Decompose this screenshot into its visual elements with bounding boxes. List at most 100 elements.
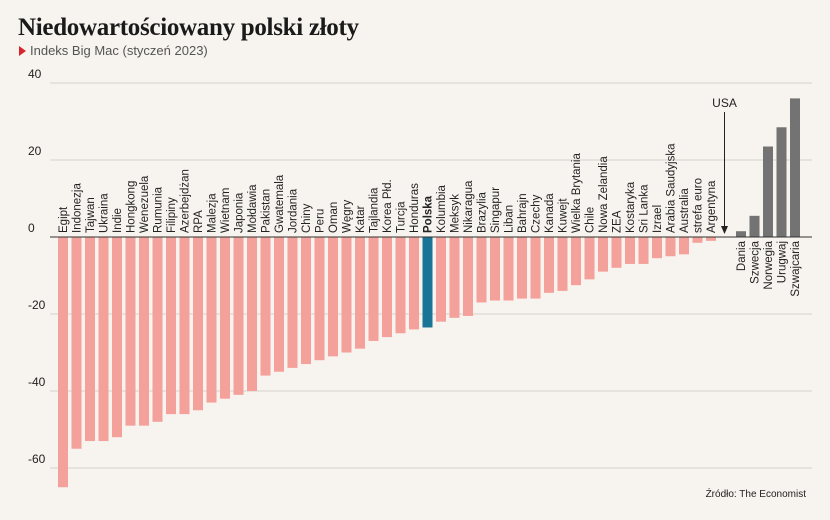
bar-jordania xyxy=(287,237,298,368)
category-label-chiny: Chiny xyxy=(301,203,313,233)
category-label-meksyk: Meksyk xyxy=(450,194,462,233)
bar-liban xyxy=(503,237,514,301)
category-label-nowa-zelandia: Nowa Zelandia xyxy=(598,156,610,233)
category-label-szwecja: Szwecja xyxy=(750,240,762,283)
category-label-zea: ZEA xyxy=(612,210,624,233)
bar-kostaryka xyxy=(625,237,635,264)
category-label-szwajcaria: Szwajcaria xyxy=(790,240,802,296)
bar-arabia-saudyjska xyxy=(665,237,676,257)
bar-indonezja xyxy=(71,237,82,449)
bar-ukraina xyxy=(98,237,109,442)
y-tick-label: 40 xyxy=(28,67,42,81)
bar-urugwaj xyxy=(776,127,787,237)
category-label-honduras: Honduras xyxy=(409,183,421,233)
category-label-ukraina: Ukraina xyxy=(99,193,111,233)
bar-nowa-zelandia xyxy=(598,237,608,272)
bar-wegry xyxy=(341,237,352,353)
bar-dania xyxy=(736,231,746,237)
y-tick-label: -60 xyxy=(28,452,46,466)
category-label-norwegia: Norwegia xyxy=(763,240,775,289)
bar-bahrajn xyxy=(517,237,527,299)
category-label-tajlandia: Tajlandia xyxy=(369,187,381,233)
bar-korea-pld xyxy=(382,237,392,338)
usa-arrowhead xyxy=(721,226,728,234)
category-label-bahrajn: Bahrajn xyxy=(517,193,529,233)
category-label-wenezuela: Wenezuela xyxy=(139,175,151,233)
annotation-usa: USA xyxy=(712,96,737,110)
category-label-kolumbia: Kolumbia xyxy=(436,184,448,233)
category-label-egipt: Egipt xyxy=(58,206,70,233)
category-label-oman: Oman xyxy=(328,202,340,233)
bar-hongkong xyxy=(125,237,136,426)
triangle-marker-icon xyxy=(19,45,26,56)
bar-strefa-euro xyxy=(692,237,703,243)
bar-japonia xyxy=(233,237,244,395)
category-label-liban: Liban xyxy=(504,205,516,233)
category-label-sri-lanka: Sri Lanka xyxy=(639,184,651,233)
category-label-rpa: RPA xyxy=(193,210,205,233)
chart-title: Niedowartościowany polski złoty xyxy=(18,14,359,41)
bar-polska xyxy=(422,237,433,328)
bar-rumunia xyxy=(152,237,163,422)
category-label-pakistan: Pakistan xyxy=(261,189,273,233)
category-label-kostaryka: Kostaryka xyxy=(625,181,637,233)
category-label-strefa-euro: strefa euro xyxy=(693,178,705,233)
category-label-moldawia: Mołdawia xyxy=(247,184,259,233)
bar-malezja xyxy=(206,237,217,403)
y-tick-label: -40 xyxy=(28,375,46,389)
bar-kolumbia xyxy=(436,237,446,322)
bar-turcja xyxy=(395,237,406,334)
bar-wietnam xyxy=(220,237,230,399)
bar-kuwejt xyxy=(557,237,568,291)
category-label-polska: Polska xyxy=(423,195,435,233)
bar-peru xyxy=(314,237,325,361)
category-label-singapur: Singapur xyxy=(490,187,502,233)
category-label-kuwejt: Kuwejt xyxy=(558,198,570,233)
bar-egipt xyxy=(58,237,68,488)
category-label-tajwan: Tajwan xyxy=(85,197,97,233)
bar-szwecja xyxy=(749,215,760,237)
category-label-korea-pld: Korea Płd. xyxy=(382,179,394,233)
category-label-nikaragua: Nikaragua xyxy=(463,180,475,233)
category-label-indie: Indie xyxy=(112,208,124,233)
category-label-australia: Australia xyxy=(679,188,691,233)
bar-azerbejdzan xyxy=(179,237,190,415)
bar-chiny xyxy=(301,237,311,365)
category-label-czechy: Czechy xyxy=(531,194,543,233)
bar-pakistan xyxy=(260,237,271,376)
bar-wenezuela xyxy=(139,237,149,426)
category-label-chile: Chile xyxy=(585,207,597,233)
category-label-hongkong: Hongkong xyxy=(126,181,138,233)
category-label-wielka-brytania: Wielka Brytania xyxy=(571,153,583,233)
bar-katar xyxy=(355,237,365,349)
category-label-rumunia: Rumunia xyxy=(153,186,165,233)
category-label-malezja: Malezja xyxy=(207,193,219,233)
bar-brazylia xyxy=(476,237,487,303)
bar-indie xyxy=(112,237,122,438)
category-label-wegry: Węgry xyxy=(342,200,354,233)
bar-sri-lanka xyxy=(638,237,649,264)
bar-singapur xyxy=(490,237,500,301)
category-label-peru: Peru xyxy=(315,209,327,233)
bar-kanada xyxy=(544,237,554,293)
bar-tajlandia xyxy=(368,237,379,341)
bar-izrael xyxy=(652,237,662,259)
bar-zea xyxy=(611,237,622,268)
chart-subtitle: Indeks Big Mac (styczeń 2023) xyxy=(30,43,208,58)
category-label-arabia-saudyjska: Arabia Saudyjska xyxy=(666,143,678,233)
category-label-gwatemala: Gwatemala xyxy=(274,174,286,233)
category-label-argentyna: Argentyna xyxy=(706,180,718,233)
bar-gwatemala xyxy=(274,237,284,372)
bar-nikaragua xyxy=(463,237,473,316)
category-label-azerbejdzan: Azerbejdżan xyxy=(180,169,192,233)
bar-filipiny xyxy=(166,237,176,415)
category-label-urugwaj: Urugwaj xyxy=(777,241,789,283)
source-note: Źródło: The Economist xyxy=(705,489,806,500)
bar-szwajcaria xyxy=(790,98,800,238)
category-label-brazylia: Brazylia xyxy=(477,191,489,233)
category-label-indonezja: Indonezja xyxy=(72,183,84,233)
bar-czechy xyxy=(530,237,541,299)
category-label-filipiny: Filipiny xyxy=(166,197,178,233)
category-label-jordania: Jordania xyxy=(288,188,300,233)
